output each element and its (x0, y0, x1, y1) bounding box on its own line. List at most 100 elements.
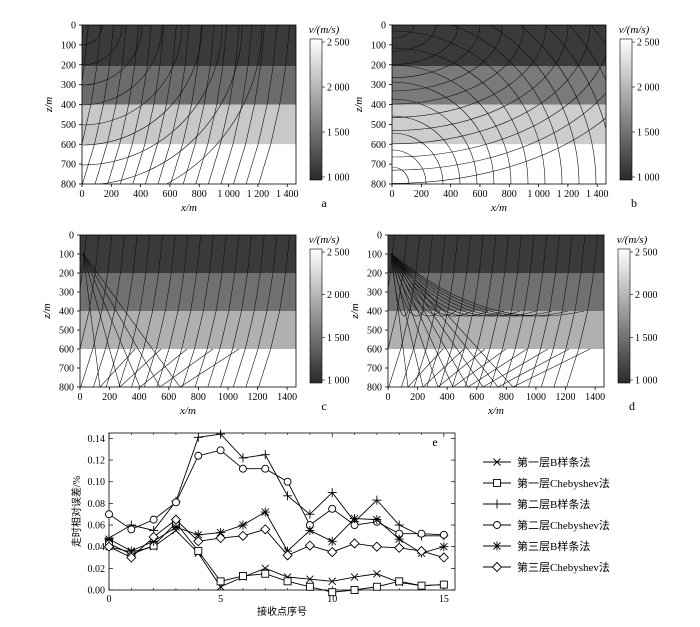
ray-path (82, 253, 141, 387)
z-tick-label: 100 (371, 40, 386, 51)
data-point (103, 541, 115, 552)
marker-shape (261, 464, 270, 473)
x-tick-label: 1 200 (247, 189, 270, 200)
ray-path (390, 253, 409, 317)
legend-entry-5: 第三层B样条法 (483, 539, 590, 553)
ray-path (390, 253, 454, 387)
x-tick-label: 1200 (556, 392, 576, 403)
legend-marker (492, 499, 502, 509)
colorbar (309, 38, 323, 181)
velocity-layer (80, 311, 296, 349)
wavefront-arc (392, 117, 606, 184)
data-point (350, 573, 359, 581)
ray-path (179, 348, 240, 387)
data-point (306, 575, 314, 583)
marker-shape (148, 531, 159, 543)
colorbar-tick-label: 2 000 (327, 83, 350, 94)
data-point (194, 451, 203, 460)
x-tick-label: 1 400 (586, 189, 609, 200)
z-tick-label: 200 (59, 269, 74, 280)
wavefront-line (245, 25, 278, 184)
data-point (328, 504, 337, 513)
z-tick-label: 100 (367, 250, 382, 261)
z-tick-label: 800 (367, 383, 382, 394)
ray-path (390, 253, 457, 317)
x-axis-label: x/m (179, 405, 196, 417)
wavefront-arc (392, 92, 606, 171)
legend-marker (491, 561, 503, 573)
velocity-layer (388, 311, 604, 349)
data-point (238, 520, 248, 530)
z-tick-label: 700 (59, 364, 74, 375)
z-tick-label: 800 (59, 383, 74, 394)
data-point (417, 529, 426, 538)
data-point (372, 582, 381, 591)
y-axis-label: 走时相对误差/% (70, 476, 83, 547)
z-tick-label: 600 (367, 345, 382, 356)
z-tick-label: 400 (371, 100, 386, 111)
series-line (108, 529, 444, 588)
data-point (126, 552, 137, 563)
series-line (108, 511, 444, 554)
data-point (350, 514, 360, 524)
z-tick-label: 700 (371, 160, 386, 171)
data-point (305, 582, 314, 591)
ray-path (390, 253, 553, 317)
data-point (148, 531, 159, 543)
data-point (373, 569, 381, 578)
marker-shape (215, 532, 226, 544)
wavefront-line (258, 25, 291, 184)
data-point (260, 524, 271, 535)
marker-shape (417, 529, 426, 538)
marker-shape (283, 577, 292, 586)
velocity-panel-c: 0 100 200 300 400 500 600 700 800 0 200 400 600 800 10… (41, 231, 350, 418)
wavefront-line (157, 25, 190, 184)
wavefront-line (439, 235, 471, 387)
wavefront-lines (82, 25, 291, 184)
series-line (108, 519, 444, 559)
wavefront-line (401, 235, 433, 387)
velocity-layer (82, 25, 296, 67)
wavefront-arc (82, 25, 203, 146)
data-point (215, 532, 226, 544)
colorbar (619, 38, 633, 181)
x-tick-label: 15 (439, 594, 449, 605)
colorbar (309, 248, 323, 384)
ray-path (497, 348, 570, 387)
data-point (260, 507, 270, 517)
z-axis-label: z/m (353, 97, 365, 113)
marker-stroke (328, 577, 337, 586)
ray-path (390, 253, 473, 317)
marker-shape (172, 498, 180, 507)
marker-shape (493, 521, 501, 529)
ray-path (512, 348, 591, 387)
panel-label: a (321, 196, 327, 210)
marker-shape (103, 541, 115, 552)
wavefront-arc (82, 25, 223, 166)
wavefront-arc (392, 47, 529, 184)
series-line (108, 433, 444, 539)
data-point (261, 464, 270, 473)
legend-label: 第三层Chebyshev法 (517, 560, 610, 574)
velocity-panels: 0 100 200 300 400 500 600 700 800 0 200 400 600 800 1 … (41, 21, 660, 418)
wavefront-arc (392, 166, 410, 184)
wavefront-arc (392, 64, 512, 184)
y-tick-label: 0.08 (88, 499, 106, 510)
wavefront-arc (392, 149, 427, 184)
wavefront-lines (392, 25, 606, 184)
ray-path (159, 348, 214, 387)
x-tick-label: 1200 (248, 392, 268, 403)
data-point (349, 538, 360, 549)
legend-label: 第二层B样条法 (517, 497, 590, 511)
wavefront-line (540, 235, 573, 387)
wavefront-line (132, 25, 165, 184)
x-tick-label: 400 (132, 392, 147, 403)
ray-path (82, 253, 161, 387)
wavefront-line (258, 235, 290, 387)
velocity-layer (392, 25, 606, 67)
marker-shape (371, 541, 383, 552)
x-tick-label: 600 (161, 392, 176, 403)
wavefront-arc (392, 54, 606, 158)
data-point (305, 509, 315, 519)
marker-shape (395, 577, 404, 586)
